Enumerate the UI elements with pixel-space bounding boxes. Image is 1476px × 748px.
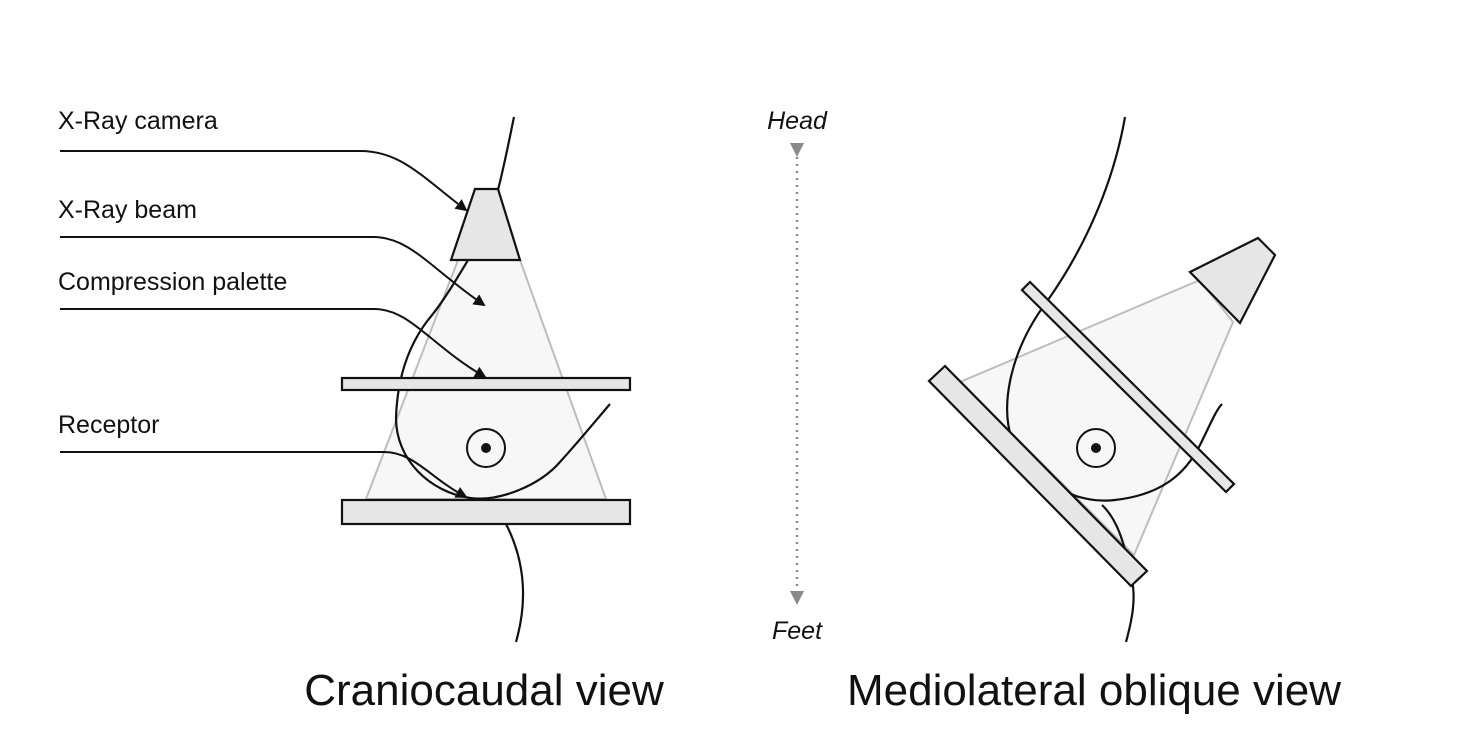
cc-body-lower (504, 521, 525, 643)
leader-receptor (60, 451, 468, 498)
label-leaders (60, 150, 487, 498)
label-feet: Feet (772, 617, 823, 645)
label-xray-beam: X-Ray beam (58, 196, 197, 224)
cc-compression-palette (340, 376, 632, 392)
leader-palette (60, 308, 487, 379)
leader-beam (60, 236, 486, 307)
label-head: Head (767, 107, 828, 135)
mlo-nipple-ring (1076, 428, 1116, 468)
mlo-diagram (927, 116, 1277, 643)
label-xray-camera: X-Ray camera (58, 107, 218, 135)
title-mediolateral-oblique-view: Mediolateral oblique view (847, 666, 1341, 715)
mlo-nipple-dot (1091, 443, 1101, 453)
mlo-xray-camera (1188, 236, 1277, 325)
orientation-axis: Head Feet (767, 107, 828, 645)
craniocaudal-diagram (340, 116, 632, 643)
mlo-xray-beam (958, 278, 1235, 557)
cc-receptor (340, 498, 632, 526)
mlo-compression-palette (1020, 280, 1236, 494)
label-compression-palette: Compression palette (58, 268, 287, 296)
title-craniocaudal-view: Craniocaudal view (304, 666, 664, 715)
cc-nipple-dot (481, 443, 491, 453)
leader-camera (60, 150, 468, 212)
cc-nipple-ring (466, 428, 506, 468)
cc-xray-camera (449, 187, 522, 262)
mlo-receptor (927, 364, 1149, 588)
label-receptor: Receptor (58, 411, 159, 439)
